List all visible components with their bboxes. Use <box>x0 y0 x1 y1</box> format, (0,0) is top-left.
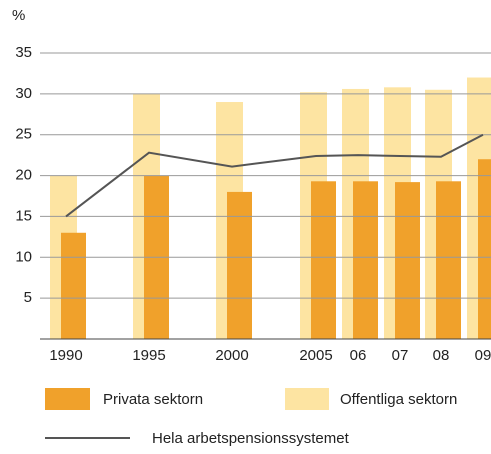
y-tick-label: 10 <box>15 248 32 265</box>
x-tick-label: 1990 <box>49 347 82 364</box>
x-tick-label: 08 <box>433 347 450 364</box>
legend-label: Hela arbetspensionssystemet <box>152 430 350 447</box>
bar <box>395 182 420 339</box>
bar <box>436 181 461 339</box>
bar <box>478 159 491 339</box>
legend-swatch <box>285 388 329 410</box>
y-tick-label: 5 <box>24 289 32 306</box>
bar <box>353 181 378 339</box>
x-tick-label: 09 <box>475 347 491 364</box>
y-tick-label: 15 <box>15 207 32 224</box>
bar <box>61 232 86 339</box>
legend-label: Offentliga sektorn <box>340 391 457 408</box>
legend-swatch <box>45 388 90 410</box>
x-tick-label: 1995 <box>132 347 165 364</box>
x-tick-label: 2005 <box>299 347 332 364</box>
x-tick-label: 07 <box>392 347 409 364</box>
y-tick-label: 30 <box>15 85 32 102</box>
y-tick-label: 25 <box>15 126 32 143</box>
bar <box>227 191 252 339</box>
bar <box>311 181 336 339</box>
legend-label: Privata sektorn <box>103 391 203 408</box>
y-tick-label: 20 <box>15 167 32 184</box>
line <box>65 133 484 218</box>
y-axis-label: % <box>12 7 25 24</box>
x-tick-label: 2000 <box>215 347 248 364</box>
x-tick-label: 06 <box>350 347 367 364</box>
y-tick-label: 35 <box>15 44 32 61</box>
